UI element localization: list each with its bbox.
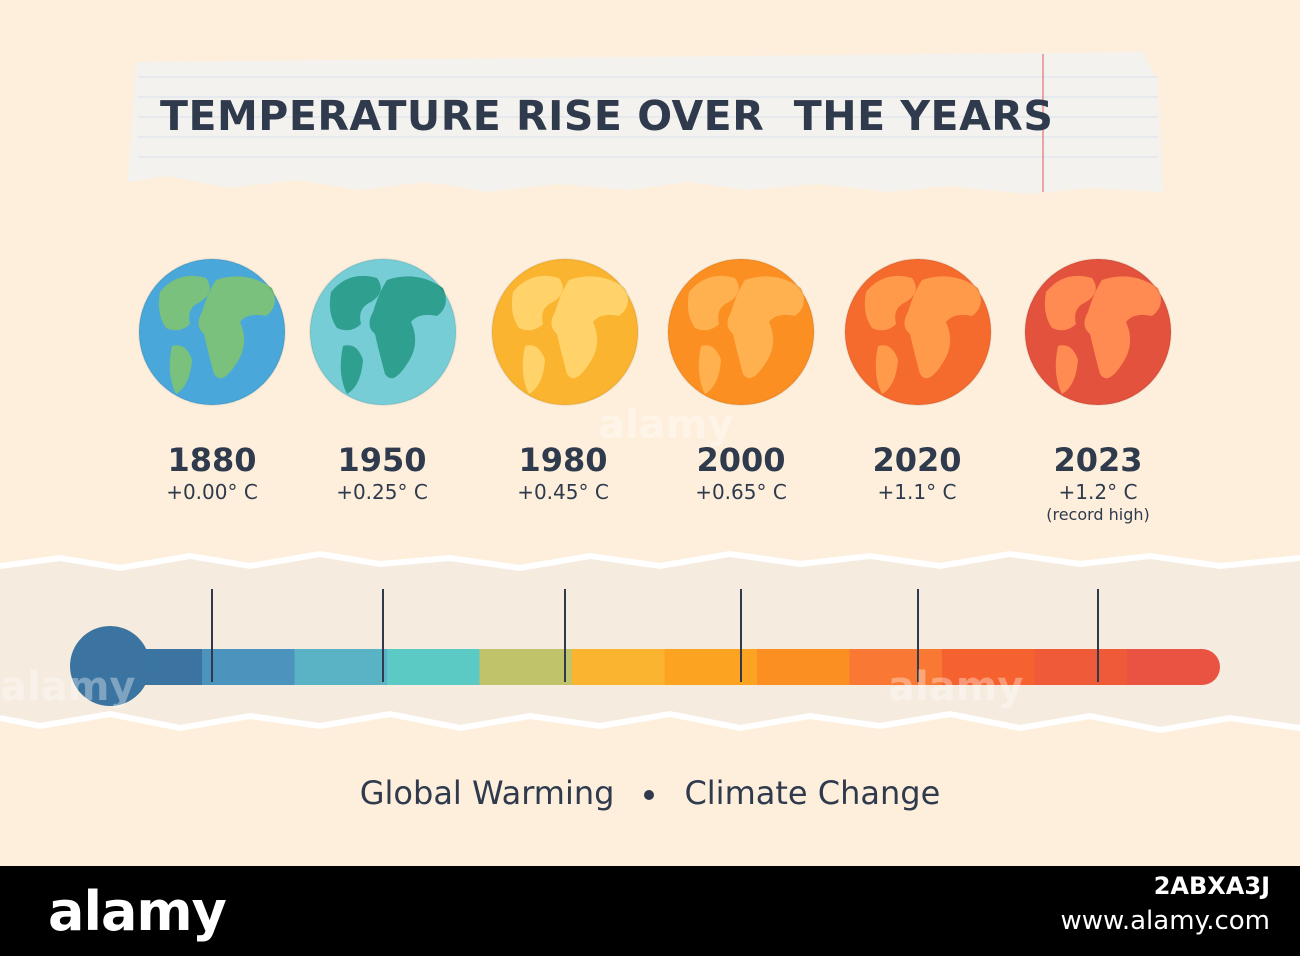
- thermometer-segment: [572, 649, 666, 685]
- thermometer-segment: [1127, 649, 1220, 685]
- title-paper-strip: [128, 52, 1163, 194]
- thermometer-segment: [757, 649, 851, 685]
- thermometer: [70, 589, 1220, 706]
- temp-label: +0.65° C: [695, 480, 787, 504]
- year-label: 2023: [1053, 441, 1143, 479]
- earth-icon: [667, 258, 815, 406]
- faint-watermark: alamy: [598, 402, 734, 448]
- globes-row: [138, 258, 1172, 406]
- earth-icon: [491, 258, 639, 406]
- footer-global-warming: Global Warming: [359, 774, 615, 812]
- year-block-2020: 2020 +1.1° C: [827, 440, 1007, 504]
- year-block-1950: 1950 +0.25° C: [292, 440, 472, 504]
- alamy-logo: alamy: [48, 880, 227, 943]
- temp-label: +1.2° C: [1058, 480, 1138, 504]
- temp-label: +1.1° C: [877, 480, 957, 504]
- thermometer-segment: [387, 649, 481, 685]
- thermometer-segment: [479, 649, 573, 685]
- year-block-2023: 2023 +1.2° C (record high): [1008, 440, 1188, 526]
- earth-icon: [844, 258, 992, 406]
- earth-icon: [138, 258, 286, 406]
- footer-climate-change: Climate Change: [684, 774, 941, 812]
- watermark-bar: [0, 866, 1300, 956]
- earth-icon: [1024, 258, 1172, 406]
- thermometer-segment: [664, 649, 758, 685]
- thermometer-bulb: [70, 626, 150, 706]
- faint-watermark: alamy: [0, 664, 136, 710]
- year-label: 1980: [518, 441, 608, 479]
- earth-icon: [309, 258, 457, 406]
- temp-label: +0.45° C: [517, 480, 609, 504]
- year-label: 2000: [696, 441, 786, 479]
- year-label: 2020: [872, 441, 962, 479]
- image-id-block: 2ABXA3J www.alamy.com: [1060, 872, 1270, 936]
- image-code: 2ABXA3J: [1153, 872, 1270, 900]
- image-site: www.alamy.com: [1060, 906, 1270, 936]
- temp-label: +0.00° C: [166, 480, 258, 504]
- record-high-note: (record high): [1046, 505, 1150, 524]
- year-block-2000: 2000 +0.65° C: [651, 440, 831, 504]
- thermometer-tube: [110, 649, 1220, 685]
- thermometer-segment: [942, 649, 1036, 685]
- year-label: 1880: [167, 441, 257, 479]
- thermometer-segment: [1034, 649, 1128, 685]
- year-block-1980: 1980 +0.45° C: [473, 440, 653, 504]
- thermometer-segment: [294, 649, 388, 685]
- faint-watermark: alamy: [888, 664, 1024, 710]
- year-label: 1950: [337, 441, 427, 479]
- page-title: TEMPERATURE RISE OVER THE YEARS: [160, 92, 1054, 140]
- thermometer-segment: [849, 649, 943, 685]
- year-block-1880: 1880 +0.00° C: [122, 440, 302, 504]
- torn-paper-band: [0, 550, 1300, 734]
- footer-tagline: Global Warming Climate Change: [0, 774, 1300, 812]
- temp-label: +0.25° C: [336, 480, 428, 504]
- thermometer-segment: [202, 649, 296, 685]
- separator-dot: [644, 790, 655, 800]
